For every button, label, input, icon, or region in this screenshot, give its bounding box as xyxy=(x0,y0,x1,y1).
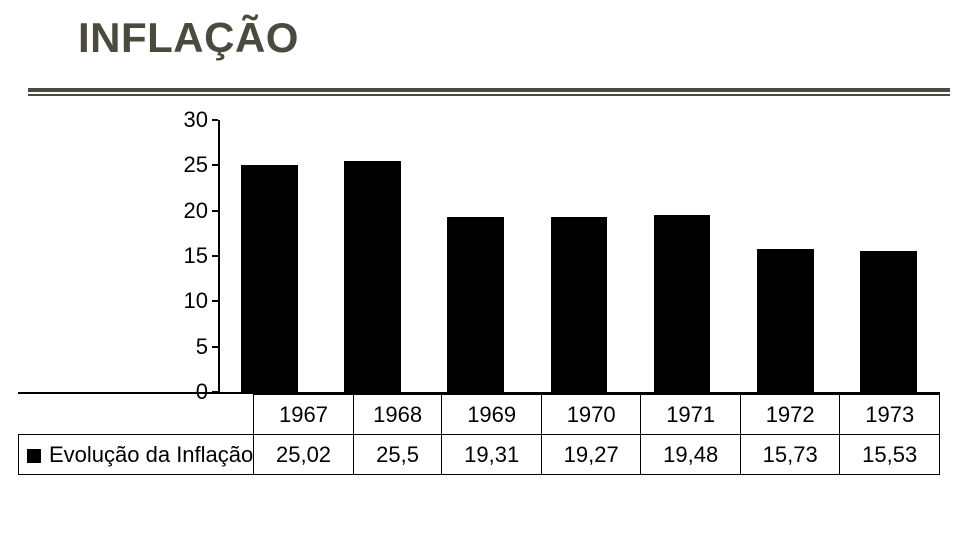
legend-swatch-icon xyxy=(27,449,41,463)
table-category-cell: 1968 xyxy=(353,395,442,435)
y-tick-label: 15 xyxy=(184,243,208,269)
y-tick-mark xyxy=(212,210,218,212)
slide: INFLAÇÃO 051015202530 196719681969197019… xyxy=(0,0,960,540)
chart-data-table: 1967196819691970197119721973 Evolução da … xyxy=(18,392,940,475)
table-value-cell: 19,48 xyxy=(641,435,741,475)
y-tick-label: 10 xyxy=(184,288,208,314)
inflation-chart: 051015202530 196719681969197019711972197… xyxy=(10,112,950,512)
page-title: INFLAÇÃO xyxy=(78,14,299,62)
y-tick-label: 30 xyxy=(184,107,208,133)
table-rowheader-blank xyxy=(19,395,254,435)
series-name-label: Evolução da Inflação xyxy=(49,442,253,467)
y-tick-mark xyxy=(212,164,218,166)
bar xyxy=(757,249,814,392)
bar xyxy=(241,165,298,392)
chart-plot-area: 051015202530 xyxy=(218,120,940,392)
table-series-name-cell: Evolução da Inflação xyxy=(19,435,254,475)
bar xyxy=(654,215,711,392)
bar xyxy=(860,251,917,392)
chart-bars xyxy=(218,120,940,392)
table-value-cell: 19,27 xyxy=(541,435,641,475)
y-tick-mark xyxy=(212,255,218,257)
table-category-cell: 1971 xyxy=(641,395,741,435)
bar xyxy=(344,161,401,392)
title-divider xyxy=(28,88,950,96)
table-category-cell: 1972 xyxy=(740,395,840,435)
table-value-cell: 25,5 xyxy=(353,435,442,475)
y-tick-mark xyxy=(212,346,218,348)
y-tick-label: 5 xyxy=(196,334,208,360)
bar xyxy=(447,217,504,392)
y-tick-mark xyxy=(212,300,218,302)
y-tick-label: 25 xyxy=(184,152,208,178)
table-value-cell: 25,02 xyxy=(254,435,354,475)
table-value-cell: 19,31 xyxy=(442,435,542,475)
table-value-cell: 15,53 xyxy=(840,435,940,475)
table-category-cell: 1969 xyxy=(442,395,542,435)
y-tick-mark xyxy=(212,119,218,121)
table-value-cell: 15,73 xyxy=(740,435,840,475)
table-category-cell: 1973 xyxy=(840,395,940,435)
y-tick-label: 20 xyxy=(184,198,208,224)
table-category-cell: 1970 xyxy=(541,395,641,435)
bar xyxy=(551,217,608,392)
table-category-cell: 1967 xyxy=(254,395,354,435)
